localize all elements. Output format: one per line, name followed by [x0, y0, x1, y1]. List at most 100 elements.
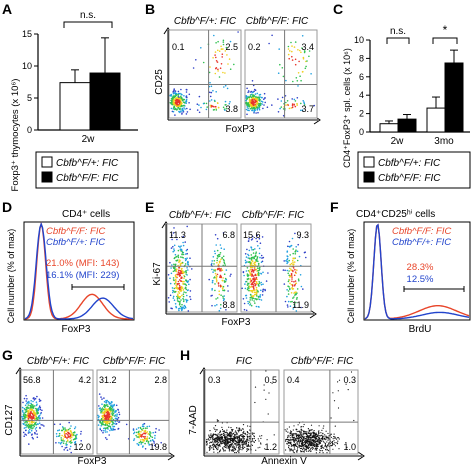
event-dot: [69, 440, 72, 443]
event-dot: [211, 262, 213, 265]
event-dot: [234, 440, 236, 442]
event-dot: [185, 279, 187, 281]
event-dot: [238, 443, 240, 445]
event-dot: [291, 449, 293, 451]
event-dot: [211, 304, 213, 307]
event-dot: [293, 257, 296, 260]
event-dot: [245, 108, 248, 111]
event-dot: [220, 437, 222, 440]
event-dot: [146, 439, 148, 442]
event-dot: [176, 283, 179, 285]
event-dot: [277, 98, 279, 100]
event-dot: [313, 443, 315, 445]
event-dot: [104, 429, 107, 431]
event-dot: [24, 433, 26, 436]
event-dot: [324, 444, 327, 447]
event-dot: [332, 448, 334, 450]
event-dot: [257, 245, 259, 247]
event-dot: [253, 441, 255, 443]
event-dot: [291, 259, 294, 262]
event-dot: [67, 435, 70, 437]
event-dot: [345, 383, 347, 385]
event-dot: [27, 417, 30, 420]
event-dot: [55, 433, 58, 435]
event-dot: [118, 413, 121, 416]
event-dot: [223, 295, 226, 297]
event-dot: [102, 431, 104, 434]
event-dot: [230, 432, 233, 434]
event-dot: [236, 431, 238, 433]
event-dot: [63, 430, 66, 433]
event-dot: [114, 417, 117, 420]
event-dot: [216, 297, 219, 299]
event-dot: [182, 282, 184, 285]
bar-2w-0: [379, 123, 399, 133]
event-dot: [221, 269, 224, 272]
event-dot: [179, 305, 182, 308]
event-dot: [219, 285, 222, 288]
event-dot: [59, 423, 61, 426]
event-dot: [298, 435, 300, 437]
event-dot: [223, 260, 225, 262]
event-dot: [189, 278, 191, 281]
event-dot: [229, 434, 232, 436]
event-dot: [241, 449, 243, 451]
event-dot: [300, 79, 302, 82]
event-dot: [214, 51, 217, 53]
event-dot: [217, 433, 219, 435]
event-dot: [311, 445, 313, 447]
event-dot: [251, 99, 254, 101]
event-dot: [254, 302, 256, 304]
event-dot: [302, 435, 304, 437]
event-dot: [295, 77, 298, 79]
event-dot: [177, 106, 180, 109]
event-dot: [109, 415, 111, 418]
event-dot: [141, 425, 144, 428]
event-dot: [338, 438, 340, 440]
event-dot: [315, 438, 317, 440]
event-dot: [28, 411, 30, 414]
event-dot: [295, 291, 297, 293]
event-dot: [262, 271, 264, 274]
event-dot: [314, 442, 316, 444]
event-dot: [318, 443, 320, 445]
panel-h: FIC Cbfb^F/F: FIC 7-AAD Annexin V 0.3 0.…: [188, 356, 365, 467]
event-dot: [58, 429, 61, 431]
event-dot: [262, 256, 265, 259]
event-dot: [225, 436, 227, 438]
event-dot: [144, 427, 147, 430]
event-dot: [303, 433, 305, 435]
event-dot: [319, 442, 321, 444]
event-dot: [31, 433, 33, 436]
event-dot: [111, 417, 113, 419]
event-dot: [184, 306, 187, 309]
event-dot: [211, 436, 213, 438]
event-dot: [326, 452, 328, 454]
event-dot: [34, 432, 36, 435]
event-dot: [257, 96, 259, 99]
event-dot: [226, 54, 228, 56]
event-dot: [264, 101, 267, 104]
event-dot: [29, 404, 31, 407]
event-dot: [282, 269, 285, 271]
event-dot: [303, 104, 306, 106]
event-dot: [222, 289, 224, 292]
event-dot: [293, 274, 296, 277]
event-dot: [221, 426, 223, 428]
ytick-label: 6: [359, 72, 364, 82]
event-dot: [140, 443, 142, 445]
event-dot: [183, 277, 185, 280]
event-dot: [191, 268, 193, 270]
event-dot: [224, 50, 227, 52]
event-dot: [332, 438, 334, 440]
event-dot: [181, 97, 183, 100]
event-dot: [292, 261, 294, 264]
event-dot: [212, 433, 214, 435]
event-dot: [210, 104, 213, 107]
event-dot: [302, 100, 305, 102]
event-dot: [152, 431, 154, 434]
event-dot: [253, 295, 255, 297]
event-dot: [257, 111, 259, 114]
event-dot: [260, 254, 263, 257]
event-dot: [106, 410, 109, 413]
